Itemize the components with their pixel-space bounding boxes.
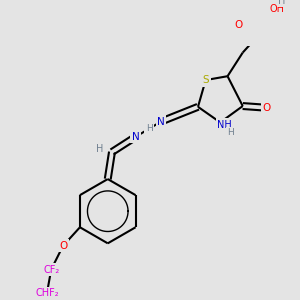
Text: O: O: [59, 241, 67, 251]
Text: H: H: [146, 124, 153, 133]
Text: N: N: [157, 117, 165, 127]
Text: OH: OH: [269, 4, 284, 14]
Text: CF₂: CF₂: [43, 265, 59, 275]
Text: O: O: [234, 20, 243, 31]
Text: H: H: [97, 144, 104, 154]
Text: O: O: [262, 103, 271, 113]
Text: H: H: [227, 128, 234, 137]
Text: CHF₂: CHF₂: [35, 288, 59, 298]
Text: N: N: [132, 132, 140, 142]
Text: H: H: [278, 0, 285, 6]
Text: S: S: [202, 75, 209, 85]
Text: NH: NH: [217, 120, 232, 130]
